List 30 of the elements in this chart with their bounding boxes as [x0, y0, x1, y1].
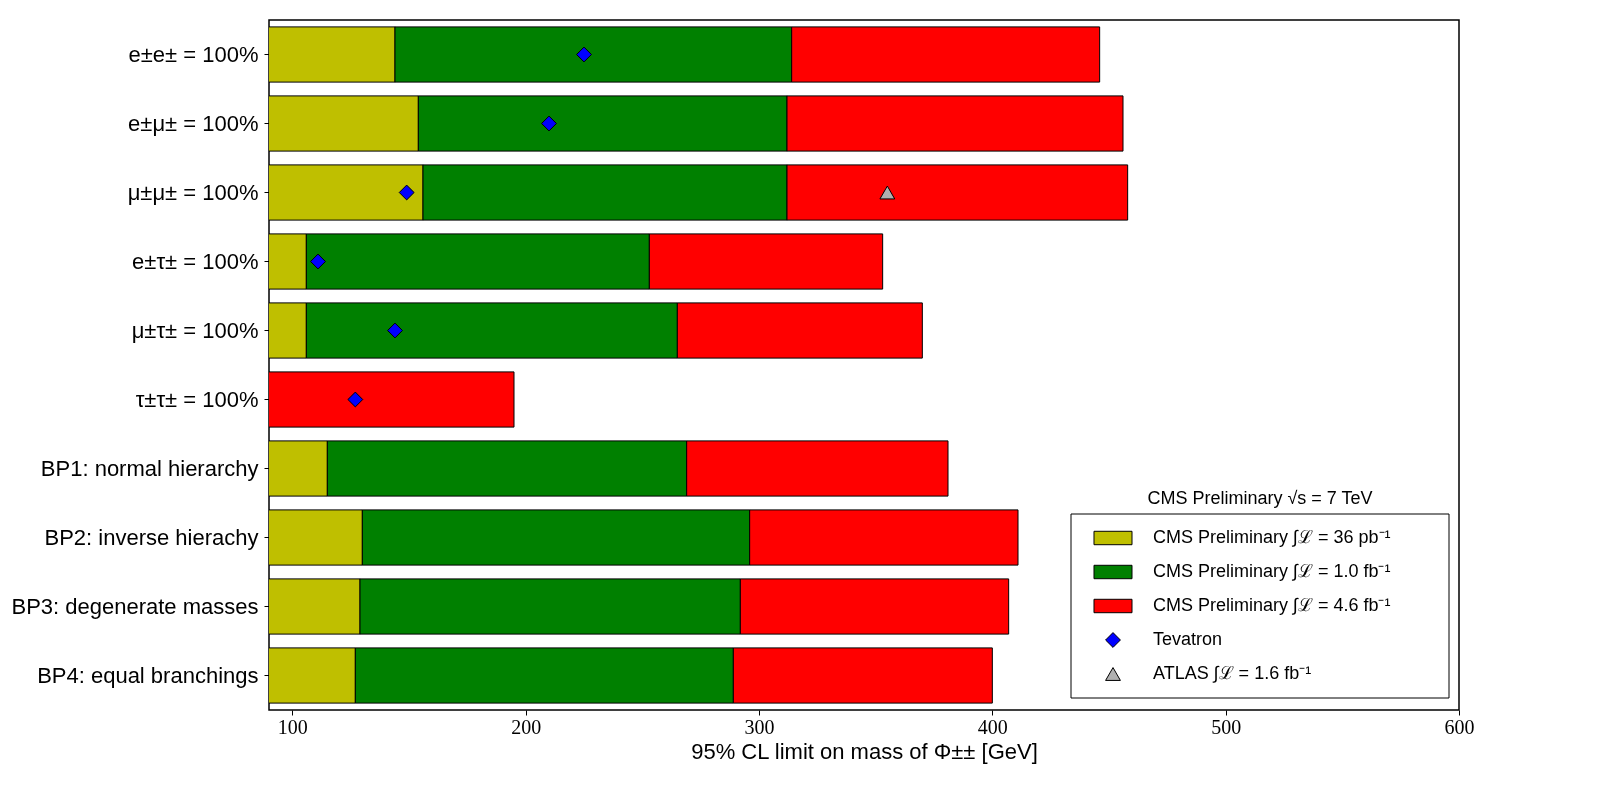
y-tick-label: e±μ± = 100%: [128, 110, 259, 136]
y-tick-label: BP4: equal branchings: [37, 662, 259, 688]
y-tick-label: BP3: degenerate masses: [11, 593, 259, 619]
y-tick-label: e±τ± = 100%: [132, 248, 259, 274]
point: [387, 322, 403, 339]
x-tick-label: 400: [977, 715, 1008, 738]
x-axis-title: 95% CL limit on mass of Φ±± [GeV]: [691, 738, 1038, 764]
point: [541, 115, 557, 132]
legend-label: CMS Preliminary ∫ℒ = 36 pb⁻¹: [1153, 527, 1391, 547]
point: [310, 253, 326, 270]
y-tick-label: μ±τ± = 100%: [131, 317, 259, 343]
legend-label: CMS Preliminary ∫ℒ = 1.0 fb⁻¹: [1153, 561, 1391, 581]
point: [347, 391, 364, 408]
legend-label: ATLAS ∫ℒ = 1.6 fb⁻¹: [1153, 663, 1312, 683]
y-tick-label: BP2: inverse hierachy: [44, 524, 259, 550]
legend-label: CMS Preliminary ∫ℒ = 4.6 fb⁻¹: [1153, 595, 1391, 615]
y-tick-label: BP1: normal hierarchy: [40, 455, 259, 481]
point: [398, 184, 415, 201]
x-tick-label: 500: [1211, 715, 1242, 738]
point: [576, 46, 592, 63]
y-tick-label: μ±μ± = 100%: [127, 179, 259, 205]
y-tick-label: e±e± = 100%: [128, 41, 259, 67]
x-tick-label: 100: [277, 715, 308, 738]
x-tick-label: 600: [1444, 715, 1475, 738]
y-tick-label: τ±τ± = 100%: [135, 386, 259, 412]
x-tick-label: 300: [744, 715, 775, 738]
legend-title: CMS Preliminary √s = 7 TeV: [1147, 488, 1373, 508]
x-tick-label: 200: [511, 715, 542, 738]
legend-label: Tevatron: [1153, 629, 1223, 649]
point: [879, 185, 896, 200]
